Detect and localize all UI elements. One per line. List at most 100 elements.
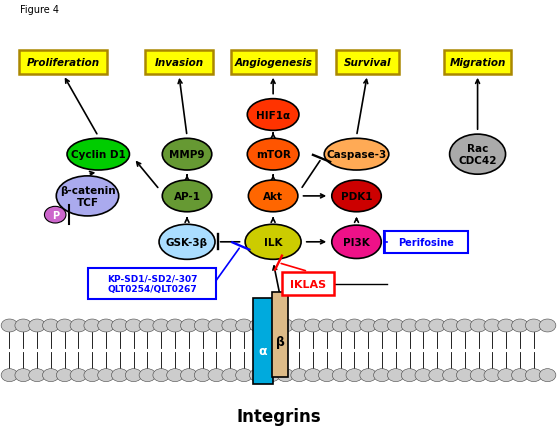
- Text: α: α: [258, 344, 267, 357]
- Text: PI3K: PI3K: [343, 237, 370, 247]
- Circle shape: [539, 369, 556, 382]
- Circle shape: [139, 319, 156, 332]
- Circle shape: [45, 207, 66, 224]
- Ellipse shape: [247, 139, 299, 171]
- Circle shape: [388, 319, 404, 332]
- Ellipse shape: [449, 135, 506, 175]
- Ellipse shape: [245, 225, 301, 260]
- Circle shape: [56, 369, 73, 382]
- Circle shape: [511, 369, 528, 382]
- Circle shape: [250, 369, 266, 382]
- Circle shape: [305, 319, 321, 332]
- Circle shape: [277, 319, 294, 332]
- Text: P: P: [52, 210, 59, 220]
- FancyBboxPatch shape: [282, 272, 334, 295]
- Circle shape: [97, 319, 114, 332]
- Circle shape: [1, 369, 18, 382]
- Circle shape: [360, 369, 377, 382]
- Text: Angiogenesis: Angiogenesis: [234, 58, 312, 68]
- Circle shape: [250, 319, 266, 332]
- Circle shape: [470, 369, 487, 382]
- Text: Proliferation: Proliferation: [27, 58, 100, 68]
- Text: Caspase-3: Caspase-3: [326, 150, 387, 160]
- Circle shape: [42, 369, 59, 382]
- Ellipse shape: [162, 139, 212, 171]
- Text: Akt: Akt: [263, 191, 283, 201]
- Text: Migration: Migration: [449, 58, 506, 68]
- FancyBboxPatch shape: [144, 51, 213, 75]
- Circle shape: [167, 369, 183, 382]
- Circle shape: [263, 319, 280, 332]
- Circle shape: [180, 319, 197, 332]
- Circle shape: [456, 369, 473, 382]
- Circle shape: [84, 369, 101, 382]
- Text: IKLAS: IKLAS: [290, 279, 326, 289]
- Circle shape: [236, 369, 252, 382]
- FancyBboxPatch shape: [88, 268, 216, 300]
- Circle shape: [42, 319, 59, 332]
- Ellipse shape: [332, 181, 382, 212]
- Text: Survival: Survival: [344, 58, 391, 68]
- Circle shape: [167, 319, 183, 332]
- Circle shape: [484, 369, 501, 382]
- Ellipse shape: [159, 225, 215, 260]
- Text: MMP9: MMP9: [169, 150, 205, 160]
- Circle shape: [97, 369, 114, 382]
- Circle shape: [401, 369, 418, 382]
- Circle shape: [70, 369, 87, 382]
- Circle shape: [70, 319, 87, 332]
- Circle shape: [456, 319, 473, 332]
- Circle shape: [360, 319, 377, 332]
- Text: Rac
CDC42: Rac CDC42: [458, 144, 497, 166]
- Circle shape: [263, 369, 280, 382]
- Circle shape: [498, 369, 515, 382]
- Text: AP-1: AP-1: [174, 191, 201, 201]
- Ellipse shape: [324, 139, 389, 171]
- Circle shape: [153, 369, 169, 382]
- Text: Figure 4: Figure 4: [20, 5, 59, 15]
- Circle shape: [429, 369, 446, 382]
- Circle shape: [346, 369, 363, 382]
- Text: β-catenin
TCF: β-catenin TCF: [60, 186, 115, 207]
- Circle shape: [332, 369, 349, 382]
- Circle shape: [222, 369, 238, 382]
- FancyBboxPatch shape: [335, 51, 399, 75]
- Ellipse shape: [67, 139, 129, 171]
- Circle shape: [388, 369, 404, 382]
- Circle shape: [1, 319, 18, 332]
- Ellipse shape: [56, 176, 119, 216]
- Text: Integrins: Integrins: [236, 407, 321, 425]
- Circle shape: [15, 319, 32, 332]
- Circle shape: [111, 369, 128, 382]
- FancyBboxPatch shape: [272, 292, 288, 378]
- Circle shape: [484, 319, 501, 332]
- Circle shape: [194, 369, 211, 382]
- Text: mTOR: mTOR: [256, 150, 291, 160]
- Circle shape: [125, 369, 142, 382]
- Circle shape: [236, 319, 252, 332]
- Circle shape: [305, 369, 321, 382]
- Circle shape: [139, 369, 156, 382]
- Text: β: β: [276, 336, 285, 349]
- Circle shape: [277, 369, 294, 382]
- Circle shape: [29, 319, 46, 332]
- Text: Cyclin D1: Cyclin D1: [71, 150, 126, 160]
- Circle shape: [56, 319, 73, 332]
- Circle shape: [125, 319, 142, 332]
- Circle shape: [511, 319, 528, 332]
- Circle shape: [498, 319, 515, 332]
- Text: PDK1: PDK1: [341, 191, 372, 201]
- Circle shape: [319, 369, 335, 382]
- FancyBboxPatch shape: [444, 51, 511, 75]
- Circle shape: [153, 319, 169, 332]
- Circle shape: [194, 319, 211, 332]
- Circle shape: [429, 319, 446, 332]
- Circle shape: [208, 319, 225, 332]
- Circle shape: [443, 369, 460, 382]
- FancyBboxPatch shape: [253, 298, 273, 384]
- Text: Invasion: Invasion: [154, 58, 203, 68]
- Circle shape: [346, 319, 363, 332]
- Circle shape: [208, 369, 225, 382]
- Circle shape: [319, 319, 335, 332]
- Ellipse shape: [248, 181, 298, 212]
